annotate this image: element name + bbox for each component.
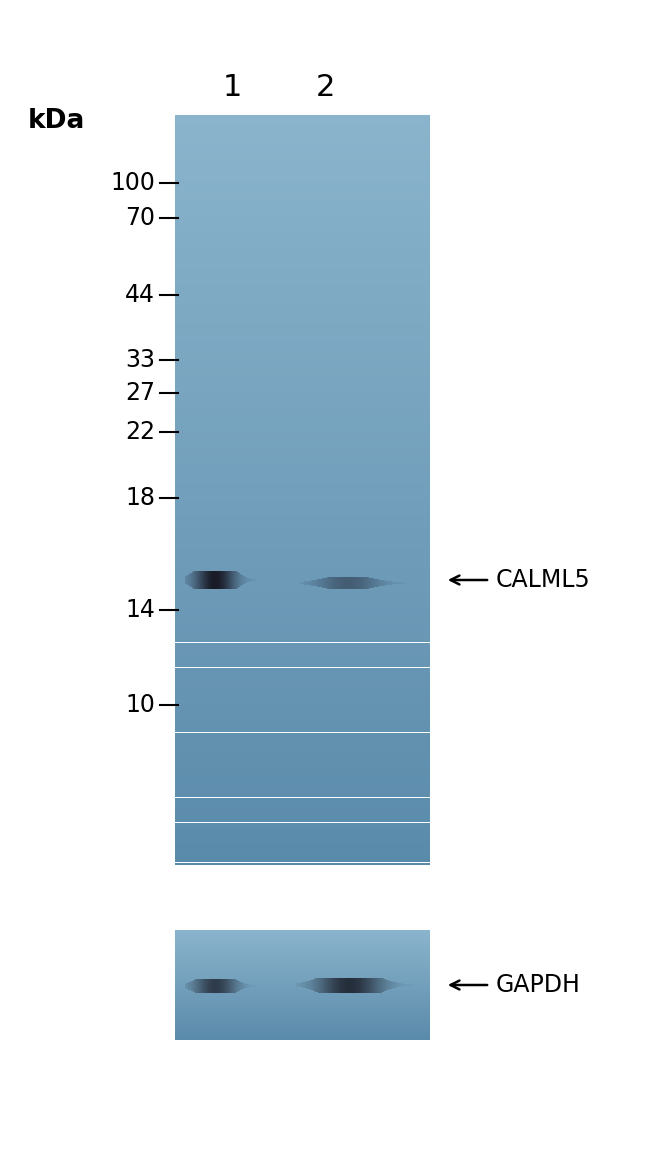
Text: CALML5: CALML5 <box>496 568 591 592</box>
Text: 1: 1 <box>222 74 242 103</box>
Text: kDa: kDa <box>27 108 85 134</box>
Text: 70: 70 <box>125 206 155 230</box>
Text: 18: 18 <box>125 486 155 510</box>
Text: 27: 27 <box>125 381 155 405</box>
Text: 14: 14 <box>125 598 155 622</box>
Text: 44: 44 <box>125 283 155 307</box>
Text: 2: 2 <box>315 74 335 103</box>
Text: 33: 33 <box>125 348 155 372</box>
Text: 100: 100 <box>110 171 155 195</box>
Text: GAPDH: GAPDH <box>496 973 581 996</box>
Text: 22: 22 <box>125 420 155 444</box>
Text: 10: 10 <box>125 692 155 717</box>
